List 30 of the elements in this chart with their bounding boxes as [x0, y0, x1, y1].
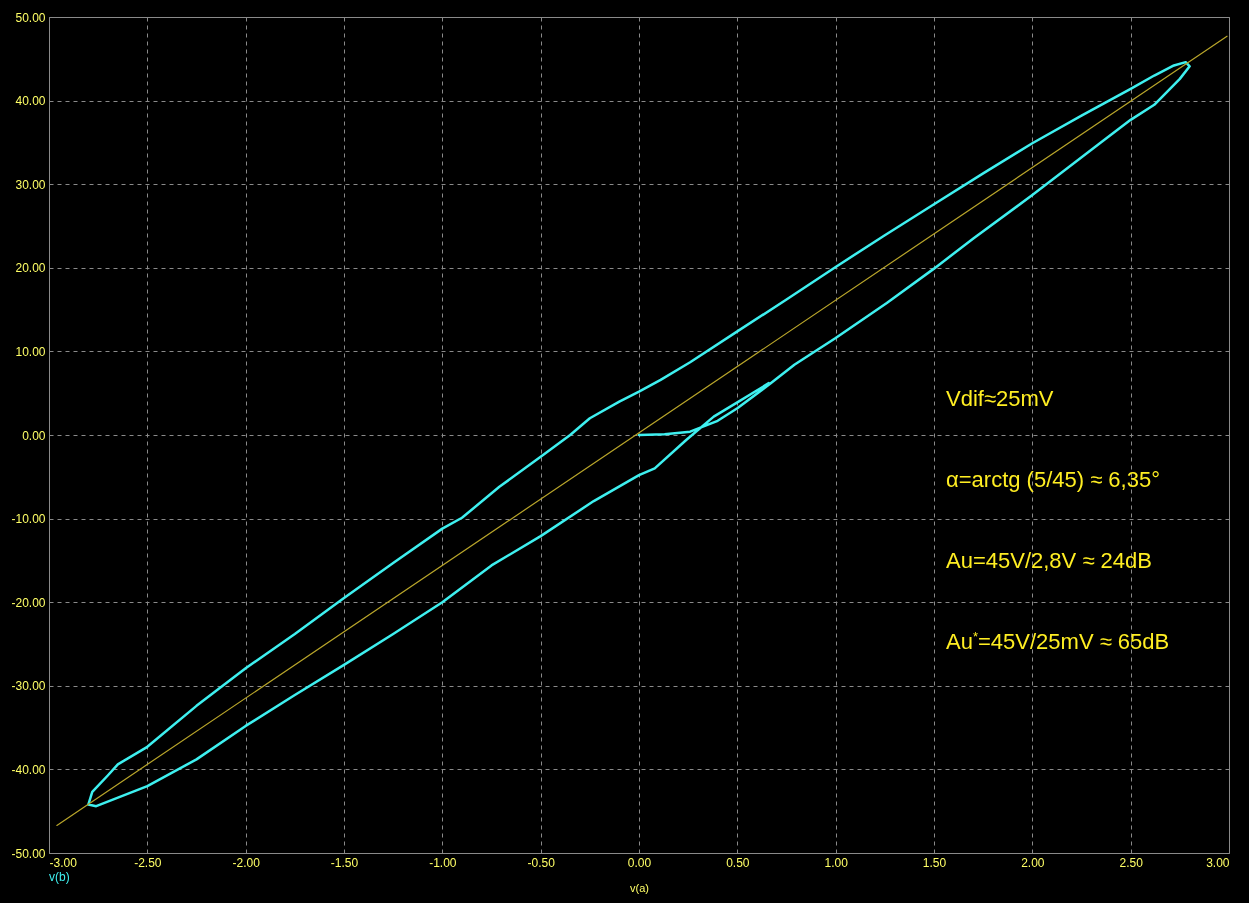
y-tick-label: 40.00 — [15, 94, 46, 109]
annotation: Au=45V/2,8V ≈ 24dB — [946, 548, 1152, 574]
y-tick-label: 50.00 — [15, 10, 46, 25]
text: v(b) — [49, 870, 70, 884]
x-tick-label: 0.50 — [726, 855, 750, 870]
y-tick-label: -10.00 — [11, 512, 46, 527]
x-tick-label: 3.00 — [1206, 855, 1230, 870]
y-tick-label: -30.00 — [11, 679, 46, 694]
x-tick-label: -2.50 — [134, 855, 162, 870]
x-tick-label: 0.00 — [627, 855, 652, 870]
y-tick-label: -20.00 — [11, 595, 46, 610]
x-tick-label: 1.50 — [922, 855, 947, 870]
x-tick-label: 2.50 — [1119, 855, 1144, 870]
x-tick-label: -3.00 — [49, 855, 78, 870]
y-tick-label: -50.00 — [11, 846, 46, 861]
annotation: α=arctg (5/45) ≈ 6,35° — [946, 467, 1160, 493]
x-tick-label: -1.00 — [429, 855, 457, 870]
annotation: Au$^{*}$=45V/25mV ≈ 65dB — [946, 629, 1170, 656]
y-tick-label: -40.00 — [11, 762, 46, 777]
y-tick-label: 20.00 — [15, 261, 46, 276]
y-tick-label: 10.00 — [15, 344, 46, 359]
annotation: Vdif≈25mV — [946, 386, 1054, 412]
x-tick-label: 2.00 — [1021, 855, 1045, 870]
x-tick-label: -2.00 — [232, 855, 261, 870]
x-tick-label: -0.50 — [527, 855, 556, 870]
x-tick-label: 1.00 — [824, 855, 849, 870]
y-tick-label: 0.00 — [22, 428, 46, 443]
x-axis-title: v(a) — [630, 881, 649, 894]
x-tick-label: -1.50 — [330, 855, 359, 870]
y-tick-label: 30.00 — [15, 177, 46, 192]
